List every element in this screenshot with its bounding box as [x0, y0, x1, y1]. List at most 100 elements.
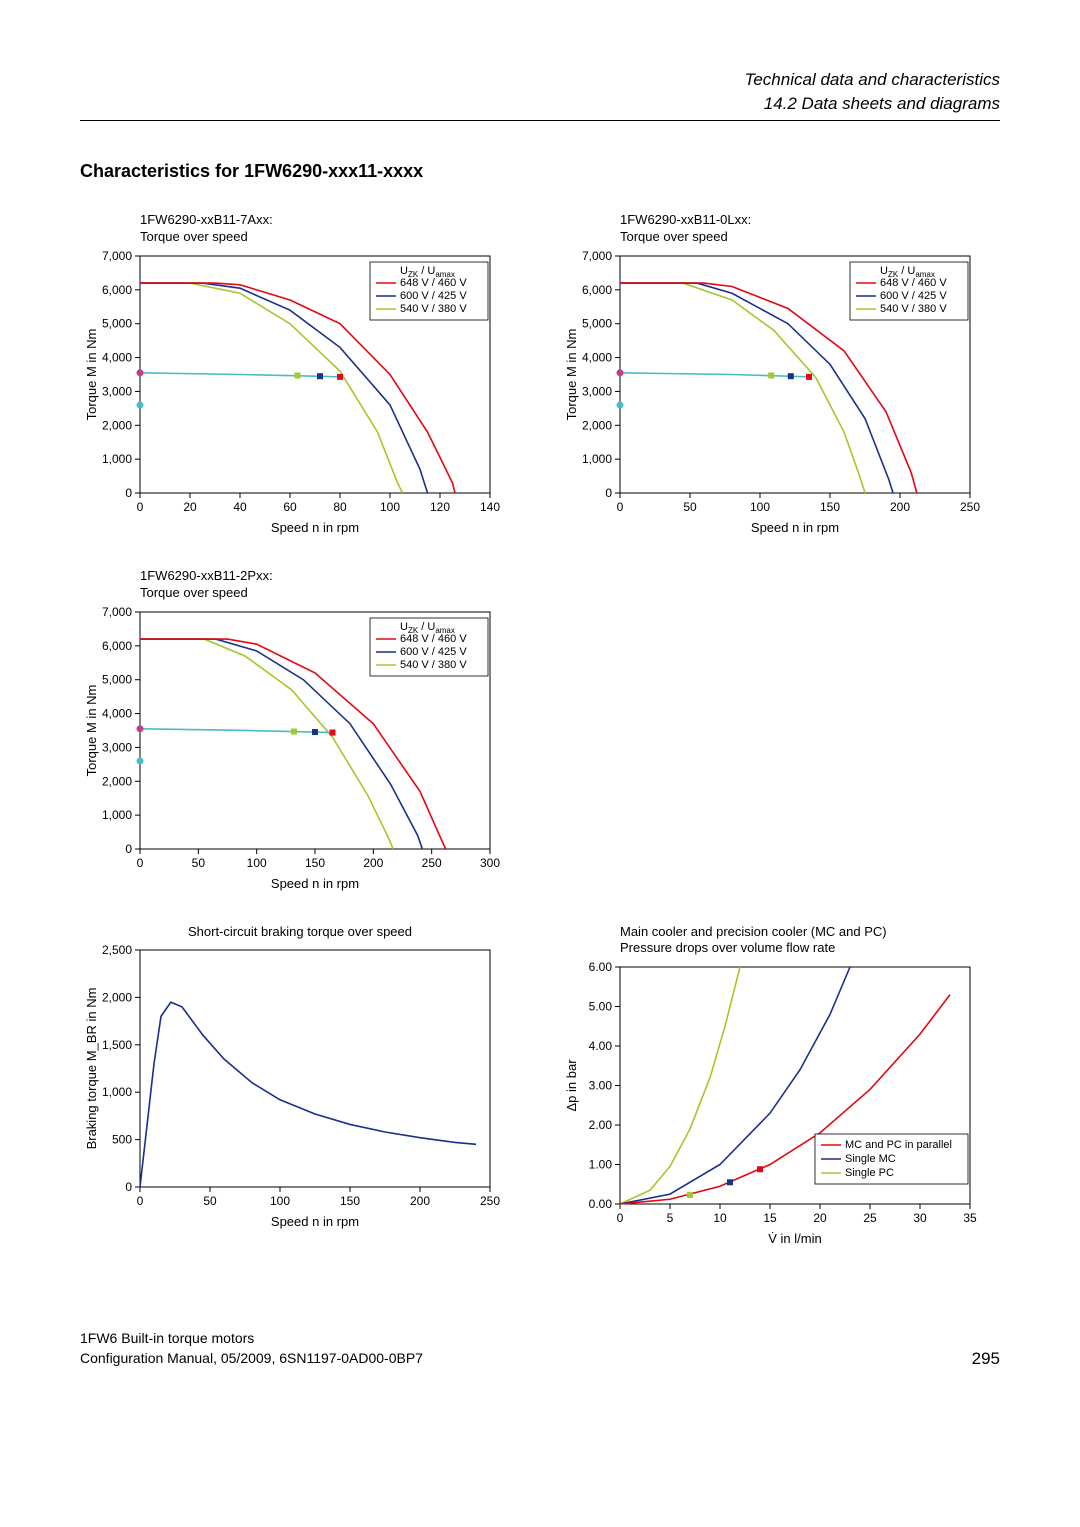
svg-text:4,000: 4,000 [102, 706, 132, 720]
chart-flow: 051015202530350.001.002.003.004.005.006.… [560, 959, 980, 1249]
svg-text:2,000: 2,000 [102, 991, 132, 1005]
footer-line-2: Configuration Manual, 05/2009, 6SN1197-0… [80, 1349, 423, 1369]
svg-text:6,000: 6,000 [582, 283, 612, 297]
svg-text:7,000: 7,000 [102, 249, 132, 263]
svg-text:2,500: 2,500 [102, 943, 132, 957]
svg-text:0: 0 [125, 1180, 132, 1194]
svg-text:140: 140 [480, 500, 500, 514]
svg-text:1.00: 1.00 [589, 1158, 613, 1172]
chart-b: 05010015020025001,0002,0003,0004,0005,00… [560, 248, 980, 538]
svg-text:200: 200 [890, 500, 910, 514]
chart-c-title-l2: Torque over speed [140, 585, 248, 600]
svg-text:80: 80 [333, 500, 347, 514]
svg-text:0: 0 [617, 1211, 624, 1225]
svg-text:3.00: 3.00 [589, 1079, 613, 1093]
chart-a-cell: 1FW6290-xxB11-7Axx: Torque over speed 0 2… [80, 212, 520, 538]
svg-text:200: 200 [363, 856, 383, 870]
svg-text:MC and PC in parallel: MC and PC in parallel [845, 1139, 952, 1151]
chart-flow-title-l1: Main cooler and precision cooler (MC and… [620, 924, 887, 939]
svg-text:60: 60 [283, 500, 297, 514]
svg-text:Speed n in rpm: Speed n in rpm [751, 520, 839, 535]
chart-empty [560, 568, 1000, 894]
chart-c: 05010015020025030001,0002,0003,0004,0005… [80, 604, 500, 894]
svg-text:Single PC: Single PC [845, 1167, 894, 1179]
svg-text:150: 150 [820, 500, 840, 514]
svg-text:4,000: 4,000 [102, 350, 132, 364]
header-subtitle: 14.2 Data sheets and diagrams [80, 94, 1000, 114]
svg-text:100: 100 [270, 1194, 290, 1208]
svg-text:1,000: 1,000 [102, 452, 132, 466]
svg-text:5,000: 5,000 [582, 316, 612, 330]
svg-text:3,000: 3,000 [102, 384, 132, 398]
svg-text:600 V / 425 V: 600 V / 425 V [400, 290, 467, 302]
svg-text:5: 5 [667, 1211, 674, 1225]
charts-grid: 1FW6290-xxB11-7Axx: Torque over speed 0 2… [80, 212, 1000, 1249]
chart-c-title-l1: 1FW6290-xxB11-2Pxx: [140, 568, 273, 583]
svg-text:500: 500 [112, 1133, 132, 1147]
chart-brake-cell: Short-circuit braking torque over speed … [80, 924, 520, 1250]
svg-text:Torque M in Nm: Torque M in Nm [84, 684, 99, 776]
svg-text:15: 15 [763, 1211, 777, 1225]
svg-text:1,000: 1,000 [102, 808, 132, 822]
svg-text:648 V / 460 V: 648 V / 460 V [400, 633, 467, 645]
svg-text:1,500: 1,500 [102, 1038, 132, 1052]
chart-b-title: 1FW6290-xxB11-0Lxx: Torque over speed [620, 212, 1000, 246]
svg-text:50: 50 [683, 500, 697, 514]
svg-text:Δp in bar: Δp in bar [564, 1059, 579, 1112]
svg-text:20: 20 [183, 500, 197, 514]
chart-flow-cell: Main cooler and precision cooler (MC and… [560, 924, 1000, 1250]
footer-line-1: 1FW6 Built-in torque motors [80, 1329, 423, 1349]
svg-text:540 V / 380 V: 540 V / 380 V [880, 303, 947, 315]
svg-text:3,000: 3,000 [582, 384, 612, 398]
svg-text:Speed n in rpm: Speed n in rpm [271, 876, 359, 891]
svg-text:40: 40 [233, 500, 247, 514]
svg-text:648 V / 460 V: 648 V / 460 V [880, 277, 947, 289]
svg-text:3,000: 3,000 [102, 740, 132, 754]
svg-text:540 V / 380 V: 540 V / 380 V [400, 303, 467, 315]
svg-text:100: 100 [380, 500, 400, 514]
chart-b-cell: 1FW6290-xxB11-0Lxx: Torque over speed 0 5… [560, 212, 1000, 538]
svg-text:200: 200 [410, 1194, 430, 1208]
svg-text:2,000: 2,000 [102, 774, 132, 788]
svg-text:250: 250 [960, 500, 980, 514]
chart-b-title-l2: Torque over speed [620, 229, 728, 244]
svg-text:300: 300 [480, 856, 500, 870]
page-number: 295 [972, 1349, 1000, 1369]
svg-text:50: 50 [203, 1194, 217, 1208]
svg-text:250: 250 [480, 1194, 500, 1208]
svg-text:V̇ in l/min: V̇ in l/min [768, 1231, 821, 1246]
svg-text:Speed n in rpm: Speed n in rpm [271, 520, 359, 535]
svg-text:0.00: 0.00 [589, 1197, 613, 1211]
chart-a-title: 1FW6290-xxB11-7Axx: Torque over speed [140, 212, 520, 246]
chart-b-title-l1: 1FW6290-xxB11-0Lxx: [620, 212, 751, 227]
header-rule [80, 120, 1000, 121]
svg-text:5,000: 5,000 [102, 672, 132, 686]
svg-text:35: 35 [963, 1211, 977, 1225]
svg-text:1,000: 1,000 [582, 452, 612, 466]
svg-text:5,000: 5,000 [102, 316, 132, 330]
svg-text:Torque M in Nm: Torque M in Nm [564, 328, 579, 420]
svg-text:6,000: 6,000 [102, 638, 132, 652]
svg-text:4.00: 4.00 [589, 1039, 613, 1053]
svg-text:30: 30 [913, 1211, 927, 1225]
svg-text:100: 100 [247, 856, 267, 870]
svg-text:1,000: 1,000 [102, 1086, 132, 1100]
svg-text:0: 0 [617, 500, 624, 514]
chart-a: 02040608010012014001,0002,0003,0004,0005… [80, 248, 500, 538]
svg-text:Single MC: Single MC [845, 1153, 896, 1165]
svg-text:0: 0 [137, 500, 144, 514]
svg-text:20: 20 [813, 1211, 827, 1225]
svg-text:0: 0 [125, 842, 132, 856]
svg-text:6.00: 6.00 [589, 960, 613, 974]
chart-a-title-l1: 1FW6290-xxB11-7Axx: [140, 212, 273, 227]
header-title: Technical data and characteristics [80, 70, 1000, 90]
svg-text:120: 120 [430, 500, 450, 514]
svg-text:50: 50 [192, 856, 206, 870]
svg-text:10: 10 [713, 1211, 727, 1225]
svg-text:25: 25 [863, 1211, 877, 1225]
section-title: Characteristics for 1FW6290-xxx11-xxxx [80, 161, 1000, 182]
svg-text:6,000: 6,000 [102, 283, 132, 297]
svg-text:2.00: 2.00 [589, 1118, 613, 1132]
svg-text:150: 150 [340, 1194, 360, 1208]
chart-flow-title: Main cooler and precision cooler (MC and… [620, 924, 1000, 958]
